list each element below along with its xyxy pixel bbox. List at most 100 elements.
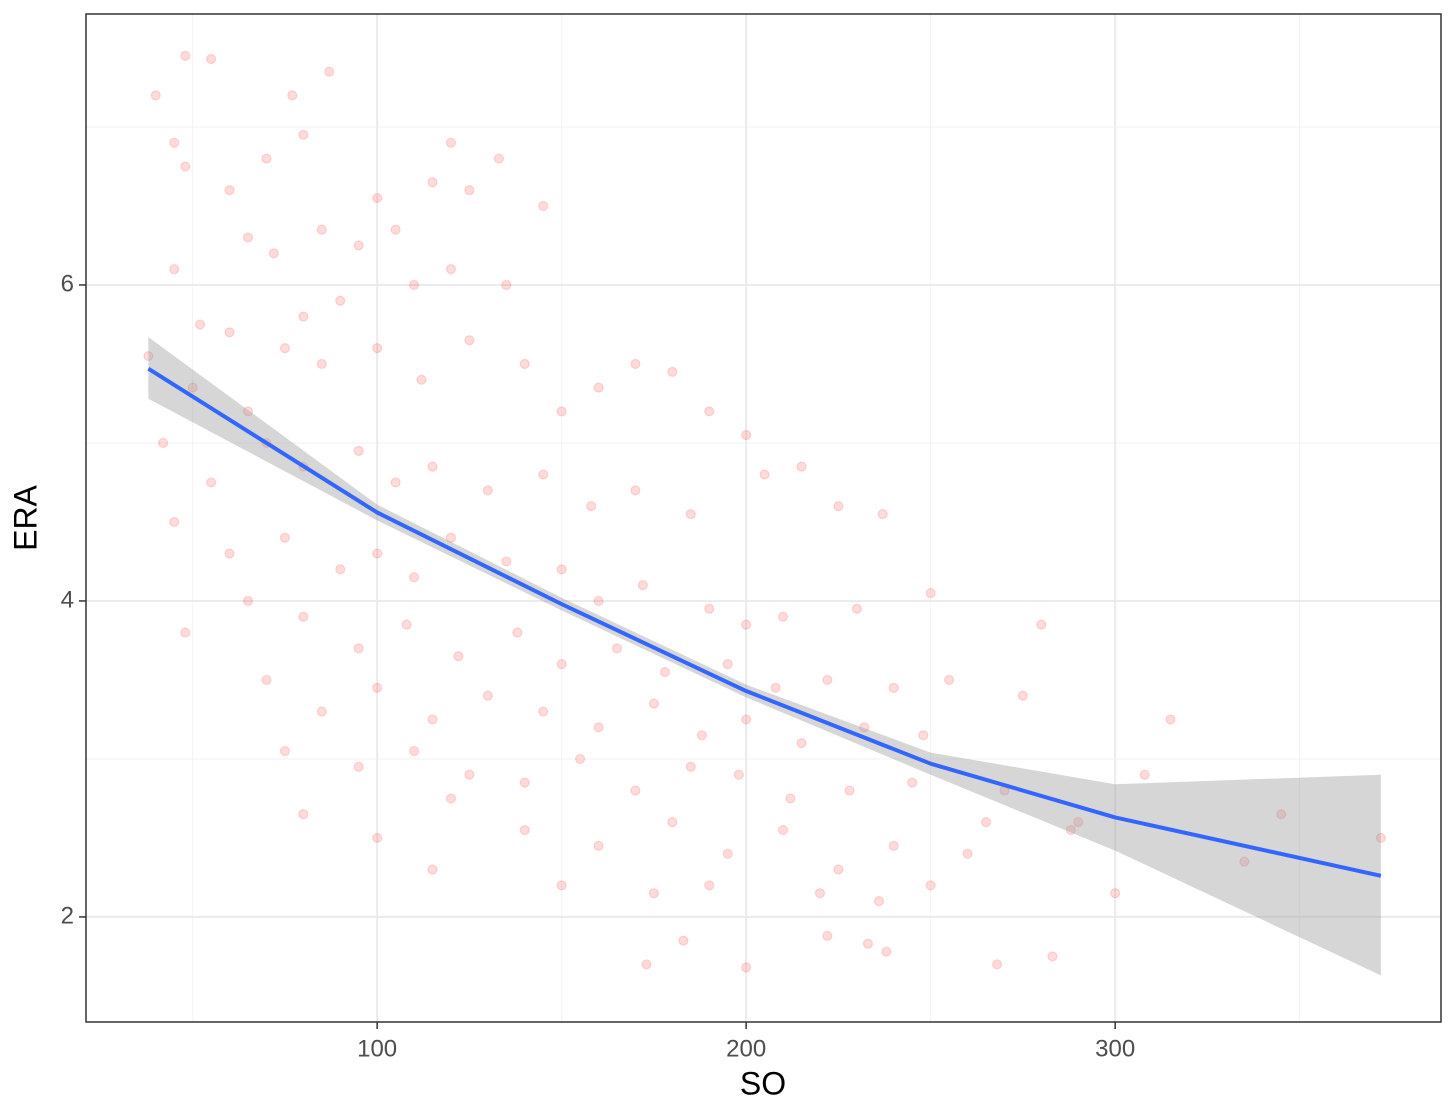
point [741, 714, 752, 725]
point [575, 753, 586, 765]
point [335, 295, 346, 306]
point [224, 548, 235, 559]
point [427, 864, 438, 875]
point [287, 90, 298, 101]
point [390, 477, 401, 488]
point [722, 659, 733, 670]
point [401, 619, 412, 630]
x-tick-label: 200 [726, 1035, 766, 1062]
point [630, 785, 641, 796]
y-axis-title: ERA [7, 484, 43, 550]
point [316, 224, 327, 235]
point [888, 840, 899, 851]
point [187, 382, 198, 393]
point [637, 580, 648, 591]
point [353, 643, 364, 654]
point [1065, 824, 1076, 836]
point [796, 738, 807, 749]
point [242, 232, 254, 243]
point [556, 880, 567, 891]
point [445, 793, 457, 804]
point [777, 824, 789, 836]
point [593, 840, 604, 851]
point [877, 508, 888, 520]
point [242, 406, 254, 417]
point [242, 595, 254, 607]
point [641, 959, 652, 970]
y-tick-label: 2 [61, 902, 74, 929]
point [316, 358, 327, 370]
point [822, 930, 833, 941]
point [593, 595, 604, 607]
point [1017, 690, 1029, 701]
point [685, 761, 696, 772]
point [353, 761, 364, 772]
point [918, 730, 929, 741]
point [372, 682, 383, 693]
point [1239, 856, 1250, 867]
point [372, 832, 383, 844]
point [169, 137, 180, 148]
point [980, 817, 992, 828]
point [298, 129, 309, 140]
y-tick-label: 6 [61, 270, 74, 297]
point [873, 896, 885, 907]
point [1139, 769, 1150, 780]
point [611, 643, 623, 654]
point [1375, 832, 1386, 844]
point [268, 248, 279, 259]
point [453, 651, 464, 662]
point [733, 769, 744, 780]
point [630, 358, 641, 370]
point [493, 153, 505, 164]
point [1073, 817, 1084, 828]
point [556, 659, 567, 670]
point [194, 319, 206, 330]
panel-border [85, 13, 1442, 1023]
point [445, 532, 457, 543]
point [298, 611, 309, 622]
point [538, 469, 549, 480]
point [586, 501, 597, 512]
point [501, 556, 512, 567]
point [538, 200, 549, 212]
point [408, 279, 420, 291]
point [796, 461, 807, 472]
confidence-band [148, 337, 1381, 976]
point [770, 682, 781, 693]
point [180, 627, 191, 638]
point [814, 888, 826, 899]
point [1165, 714, 1176, 725]
point [556, 406, 567, 417]
point [538, 706, 549, 717]
point [353, 240, 364, 251]
point [862, 938, 874, 949]
point [859, 722, 870, 733]
point [180, 50, 191, 61]
x-axis-title: SO [740, 1065, 786, 1101]
point [759, 469, 770, 480]
point [298, 311, 309, 322]
point [143, 350, 154, 362]
point [335, 564, 346, 575]
point [667, 366, 678, 377]
point [512, 627, 523, 638]
point [224, 185, 235, 196]
x-tick-label: 300 [1095, 1035, 1135, 1062]
point [785, 793, 796, 804]
point [482, 485, 493, 496]
point [704, 880, 715, 891]
x-tick-label: 100 [357, 1035, 397, 1062]
point [279, 745, 290, 757]
point [445, 264, 457, 275]
point [833, 864, 844, 875]
point [833, 501, 844, 512]
point [150, 90, 161, 101]
point [1110, 888, 1121, 899]
point [678, 935, 689, 946]
point [408, 745, 420, 757]
point [741, 962, 752, 973]
smooth-line [147, 367, 1382, 878]
